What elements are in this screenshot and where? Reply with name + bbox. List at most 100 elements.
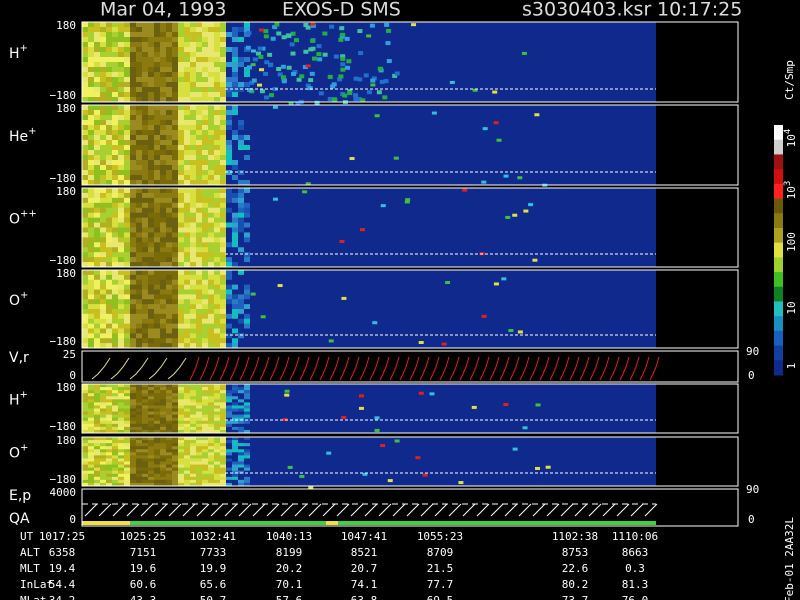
tick-label: 180 [56, 434, 76, 447]
cell [178, 92, 184, 98]
cell [172, 399, 178, 403]
cell-value: 8663 [622, 546, 649, 559]
cell [154, 270, 160, 276]
cell [130, 22, 136, 28]
cell [172, 455, 178, 459]
cell [190, 343, 196, 349]
trace [239, 356, 250, 381]
cell [148, 140, 154, 146]
cell [220, 270, 226, 276]
cell [238, 333, 244, 339]
cell [160, 408, 166, 413]
cell [118, 135, 124, 141]
cell [196, 232, 202, 238]
cell [88, 197, 94, 204]
cell [82, 393, 88, 397]
cell [142, 140, 148, 146]
cell [100, 396, 106, 400]
trace [434, 503, 448, 517]
cell [106, 237, 112, 243]
cell [178, 32, 184, 38]
label: V,r [9, 350, 29, 366]
cell [106, 72, 112, 78]
cell [244, 242, 250, 248]
cell [232, 52, 238, 58]
cell [178, 449, 184, 453]
cell [112, 411, 118, 416]
cell [244, 42, 250, 48]
cell [220, 237, 226, 243]
cell [94, 207, 100, 214]
cell [88, 323, 94, 329]
cell [208, 384, 214, 388]
date: Mar 04, 1993 [100, 0, 227, 21]
cell [124, 299, 130, 305]
cell [220, 97, 226, 103]
cell [196, 328, 202, 334]
cell [226, 452, 232, 456]
cell [178, 393, 184, 397]
cell [124, 467, 130, 472]
cell [82, 217, 88, 224]
cell [184, 57, 190, 63]
cell [94, 452, 100, 456]
cell [190, 338, 196, 344]
cell [226, 92, 232, 98]
cell [118, 32, 124, 38]
cell [305, 182, 311, 186]
cell [136, 443, 142, 447]
cell [308, 485, 314, 489]
cell [106, 130, 112, 136]
cell [154, 333, 160, 339]
cell [184, 482, 190, 487]
cell [148, 458, 154, 462]
cell [214, 115, 220, 121]
cell [112, 27, 118, 33]
cell [196, 467, 202, 472]
cell [208, 150, 214, 156]
cell [124, 97, 130, 103]
cell [142, 461, 148, 466]
cell [244, 429, 250, 434]
cell [166, 125, 172, 131]
cell [160, 443, 166, 447]
cell [148, 313, 154, 320]
cell [100, 197, 106, 204]
cell [154, 470, 160, 475]
cell [220, 52, 226, 58]
cell-value: 8521 [351, 546, 378, 559]
cell [88, 396, 94, 400]
cell [88, 42, 94, 48]
cell [136, 387, 142, 391]
cell [190, 437, 196, 441]
cell [226, 120, 232, 126]
cell [148, 399, 154, 403]
cell [94, 227, 100, 233]
cell [160, 323, 166, 329]
cell [214, 125, 220, 131]
cell [184, 452, 190, 456]
cell [190, 237, 196, 243]
cell [196, 237, 202, 243]
cell [226, 105, 232, 111]
cell [88, 452, 94, 456]
cell [244, 232, 250, 238]
cell [190, 52, 196, 58]
cell [136, 464, 142, 469]
cell [82, 247, 88, 253]
cell [100, 97, 106, 103]
cell [106, 180, 112, 186]
cell [238, 52, 244, 58]
cell [124, 461, 130, 466]
cell [528, 203, 534, 207]
cell [160, 420, 166, 425]
cell [178, 62, 184, 68]
cell [238, 77, 244, 83]
cell [346, 59, 352, 64]
cell [124, 458, 130, 462]
cell [166, 27, 172, 33]
cell [184, 92, 190, 98]
cell [184, 145, 190, 151]
cell [214, 130, 220, 136]
cell [82, 155, 88, 161]
